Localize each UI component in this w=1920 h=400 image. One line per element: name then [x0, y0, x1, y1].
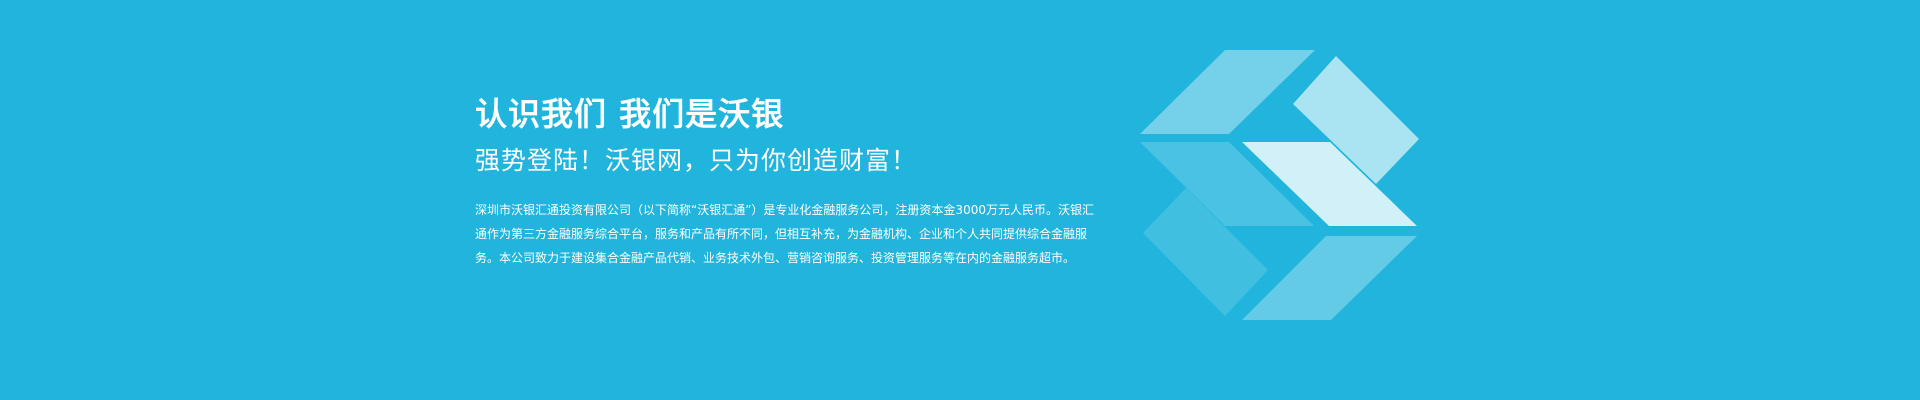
logo-shape-middle-left: [1140, 142, 1314, 226]
slogan: 强势登陆！沃银网，只为你创造财富！: [475, 146, 918, 175]
logo-shape-top-right: [1293, 56, 1419, 184]
company-description: 深圳市沃银汇通投资有限公司（以下简称“沃银汇通”）是专业化金融服务公司，注册资本…: [475, 203, 1094, 265]
stacked-parallelogram-logo-icon: [1140, 50, 1419, 320]
about-text-block: 认识我们 我们是沃银 强势登陆！沃银网，只为你创造财富！ 深圳市沃银汇通投资有限…: [475, 94, 1115, 270]
logo-shape-top-left: [1140, 50, 1315, 134]
logo-shape-bottom-right: [1242, 236, 1417, 320]
logo-shape-bottom-left: [1143, 188, 1268, 316]
page-title: 认识我们 我们是沃银: [475, 95, 785, 133]
logo-shape-middle-right: [1242, 142, 1417, 226]
